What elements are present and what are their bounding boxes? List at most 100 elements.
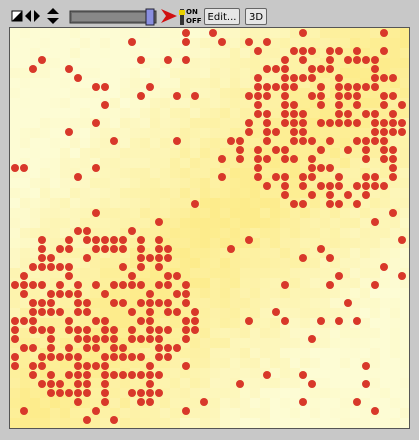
patch	[180, 148, 190, 158]
patch	[290, 408, 300, 418]
patch	[80, 348, 90, 358]
patch	[180, 218, 190, 228]
turtle	[11, 326, 19, 334]
patch	[330, 328, 340, 338]
edit-button[interactable]: Edit...	[204, 8, 240, 25]
arrow-right[interactable]	[34, 10, 40, 22]
patch	[70, 188, 80, 198]
switch-body[interactable]	[180, 9, 184, 25]
patch	[390, 228, 400, 238]
patch	[60, 168, 70, 178]
arrow-up[interactable]	[47, 8, 59, 14]
turtle	[110, 281, 118, 289]
patch	[90, 308, 100, 318]
patch	[370, 368, 380, 378]
patch	[50, 208, 60, 218]
patch	[70, 198, 80, 208]
turtle	[299, 182, 307, 190]
patch	[120, 228, 130, 238]
patch	[350, 228, 360, 238]
turtle	[182, 326, 190, 334]
patch	[360, 88, 370, 98]
turtle	[353, 47, 361, 55]
arrow-down[interactable]	[47, 18, 59, 24]
go-arrow[interactable]	[161, 9, 177, 23]
turtle	[299, 29, 307, 37]
patch	[330, 68, 340, 78]
patch	[130, 158, 140, 168]
patch	[220, 188, 230, 198]
patch	[220, 208, 230, 218]
turtle	[101, 389, 109, 397]
turtle	[47, 380, 55, 388]
patch	[150, 58, 160, 68]
patch	[210, 148, 220, 158]
patch	[300, 148, 310, 158]
patch	[220, 248, 230, 258]
patch	[20, 158, 30, 168]
3d-button[interactable]: 3D	[245, 8, 267, 25]
patch	[150, 148, 160, 158]
patch	[100, 118, 110, 128]
turtle	[380, 155, 388, 163]
turtle	[371, 83, 379, 91]
patch	[250, 388, 260, 398]
speed-slider-thumb[interactable]	[145, 8, 155, 26]
patch	[340, 198, 350, 208]
patch	[390, 58, 400, 68]
patch	[320, 28, 330, 38]
patch	[300, 348, 310, 358]
patch	[90, 348, 100, 358]
patch	[230, 338, 240, 348]
patch	[60, 58, 70, 68]
patch	[170, 358, 180, 368]
patch	[300, 168, 310, 178]
patch	[210, 408, 220, 418]
turtle	[128, 353, 136, 361]
patch	[310, 278, 320, 288]
patch	[20, 328, 30, 338]
patch	[200, 338, 210, 348]
patch	[210, 308, 220, 318]
patch	[180, 178, 190, 188]
patch	[360, 208, 370, 218]
patch	[390, 288, 400, 298]
world-canvas	[10, 28, 410, 428]
turtle	[74, 335, 82, 343]
patch	[70, 138, 80, 148]
turtle	[389, 74, 397, 82]
patch	[260, 388, 270, 398]
patch	[100, 168, 110, 178]
turtle	[335, 119, 343, 127]
patch	[200, 228, 210, 238]
patch	[110, 148, 120, 158]
turtle	[47, 254, 55, 262]
arrow-left[interactable]	[25, 10, 31, 22]
patch	[240, 178, 250, 188]
turtle	[83, 344, 91, 352]
patch	[400, 258, 410, 268]
patch	[120, 378, 130, 388]
patch	[270, 298, 280, 308]
patch	[370, 258, 380, 268]
patch	[160, 358, 170, 368]
turtle	[38, 254, 46, 262]
patch	[130, 58, 140, 68]
patch	[10, 178, 20, 188]
patch	[10, 198, 20, 208]
patch	[130, 358, 140, 368]
turtle	[218, 173, 226, 181]
patch	[220, 348, 230, 358]
patch	[230, 218, 240, 228]
patch	[40, 328, 50, 338]
turtle	[29, 263, 37, 271]
patch	[120, 248, 130, 258]
patch	[150, 308, 160, 318]
patch	[60, 358, 70, 368]
patch	[270, 278, 280, 288]
patch	[390, 378, 400, 388]
patch	[190, 378, 200, 388]
patch	[60, 178, 70, 188]
turtle	[146, 362, 154, 370]
patch	[70, 98, 80, 108]
